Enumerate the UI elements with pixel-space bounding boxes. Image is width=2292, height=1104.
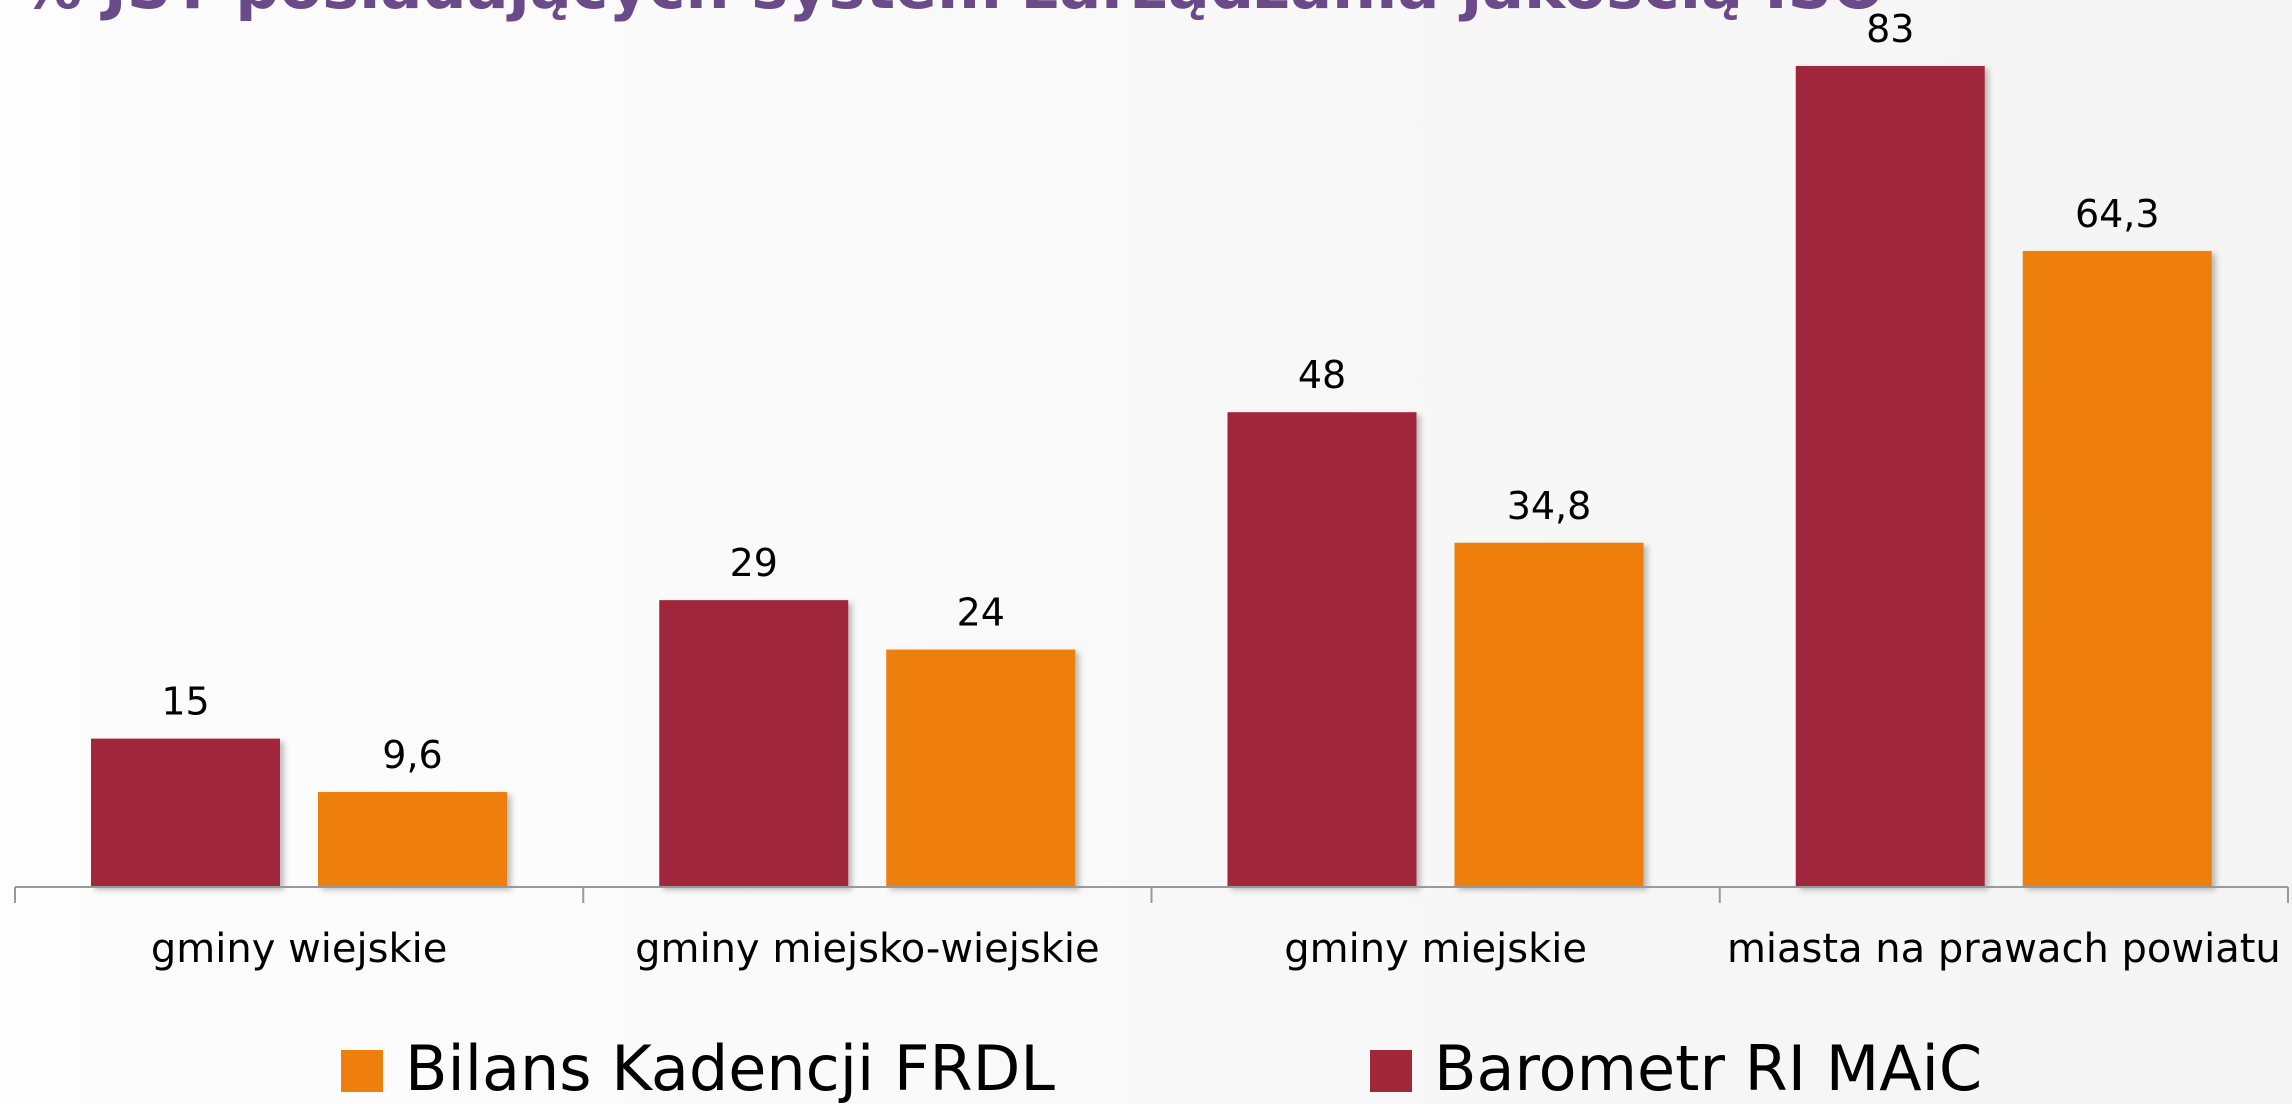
legend-label: Barometr RI MAiC bbox=[1434, 1032, 1982, 1104]
legend-swatch bbox=[341, 1050, 383, 1092]
value-label: 9,6 bbox=[382, 733, 442, 777]
value-label: 29 bbox=[730, 541, 778, 585]
bar bbox=[318, 792, 507, 887]
chart-title: % JST posiadających system zarządzania j… bbox=[20, 0, 1885, 23]
x-tick-label: miasta na prawach powiatu bbox=[1727, 926, 2281, 972]
x-tick-label: gminy wiejskie bbox=[151, 926, 447, 972]
x-tick-label: gminy miejsko-wiejskie bbox=[635, 926, 1100, 972]
x-tick-label: gminy miejskie bbox=[1284, 926, 1587, 972]
value-label: 34,8 bbox=[1507, 484, 1592, 528]
bar bbox=[91, 738, 280, 887]
bar bbox=[886, 649, 1076, 887]
bar bbox=[659, 600, 849, 887]
legend-label: Bilans Kadencji FRDL bbox=[405, 1032, 1055, 1104]
bar bbox=[1227, 412, 1417, 887]
legend-swatch bbox=[1370, 1050, 1412, 1092]
value-label: 64,3 bbox=[2075, 192, 2160, 236]
value-label: 83 bbox=[1866, 7, 1914, 51]
value-label: 48 bbox=[1298, 353, 1346, 397]
value-label: 24 bbox=[957, 591, 1005, 635]
bar bbox=[1795, 66, 1985, 887]
value-label: 15 bbox=[161, 680, 209, 724]
bar bbox=[1454, 542, 1644, 887]
bar bbox=[2022, 250, 2212, 887]
